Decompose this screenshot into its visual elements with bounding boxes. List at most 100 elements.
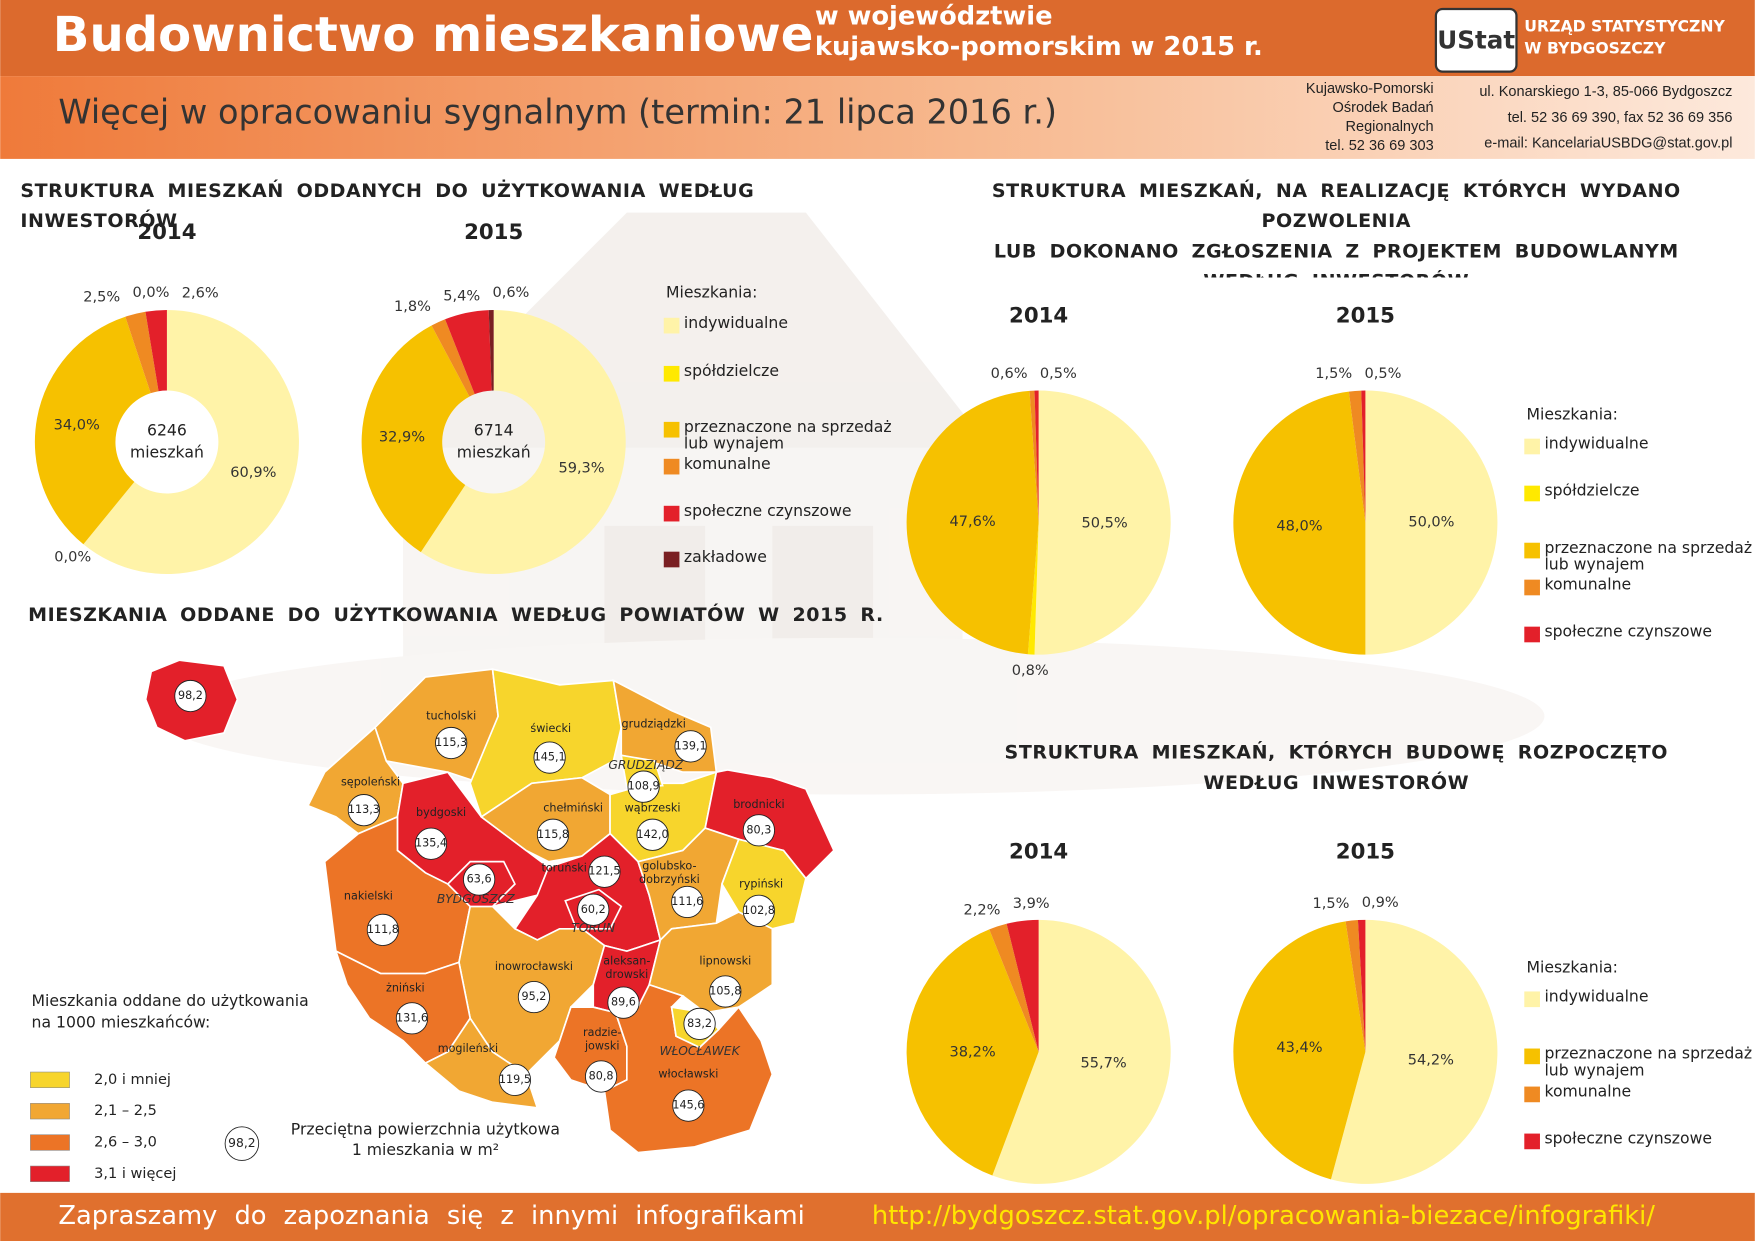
value-circle bbox=[414, 827, 448, 860]
legend-label: indywidualne bbox=[1544, 436, 1649, 454]
pie-slice bbox=[83, 309, 299, 575]
value-circle bbox=[435, 726, 468, 760]
legend-label: spółdzielcze bbox=[1544, 483, 1640, 501]
region-name: golubsko- dobrzyński bbox=[639, 860, 700, 887]
pie-slice bbox=[488, 309, 494, 391]
center-total: 6714 bbox=[474, 420, 514, 439]
slice-label: 0,0% bbox=[54, 549, 91, 565]
legend-label-box: przeznaczone na sprzedaż lub wynajem bbox=[684, 420, 892, 453]
legend-swatch bbox=[663, 551, 680, 568]
region-value: 121,5 bbox=[588, 865, 620, 878]
city-name: TORUŃ bbox=[571, 922, 616, 936]
region-name-box: chełmiński bbox=[543, 802, 603, 814]
region-name-box: aleksan- drowski bbox=[603, 956, 650, 982]
map-region bbox=[721, 838, 807, 930]
region-name-box: tucholski bbox=[426, 711, 476, 723]
region-value: 145,1 bbox=[534, 751, 566, 764]
logo-text: UStat bbox=[1437, 25, 1515, 54]
region-value: 142,0 bbox=[637, 828, 669, 841]
city-name-box: GRUDZIĄDZ bbox=[608, 759, 683, 772]
pie-slice bbox=[1034, 390, 1039, 523]
pie-slice bbox=[906, 929, 1039, 1176]
region-name: rypiński bbox=[739, 878, 784, 891]
region-value: 80,8 bbox=[589, 1070, 614, 1083]
slice-label: 50,5% bbox=[1082, 516, 1128, 532]
value-circle bbox=[577, 893, 610, 926]
year-label: 2015 bbox=[1336, 304, 1395, 329]
legend-label-box: przeznaczone na sprzedaż lub wynajem bbox=[1544, 1046, 1752, 1079]
region-value: 131,6 bbox=[396, 1011, 428, 1024]
legend-title: Mieszkania: bbox=[1527, 957, 1618, 976]
legend-swatch bbox=[1524, 1133, 1540, 1150]
region-name: bydgoski bbox=[415, 806, 467, 820]
region-value: 102,8 bbox=[743, 904, 775, 917]
region-value: 83,2 bbox=[687, 1017, 712, 1030]
legend-swatch bbox=[1524, 1086, 1540, 1103]
legend-swatch bbox=[1524, 626, 1540, 643]
region-name-box: radzie- jowski bbox=[583, 1027, 621, 1053]
slice-label: 47,6% bbox=[950, 514, 996, 530]
region-name-box: nakielski bbox=[344, 891, 393, 903]
legend-label-box: komunalne bbox=[1544, 1084, 1631, 1100]
legend-label: spółdzielcze bbox=[683, 363, 780, 381]
region-name: grudziądzki bbox=[621, 718, 686, 731]
pie-slice bbox=[1361, 390, 1366, 523]
office-name: URZĄD STATYSTYCZNY W BYDGOSZCZY bbox=[1524, 17, 1725, 59]
pie-slice bbox=[1365, 390, 1498, 655]
legend-swatch bbox=[1524, 579, 1540, 596]
address-info: ul. Konarskiego 1-3, 85-066 Bydgoszcz te… bbox=[1479, 82, 1733, 152]
section-title-box: STRUKTURA MIESZKAŃ ODDANYCH DO UŻYTKOWAN… bbox=[20, 180, 753, 233]
pie-slice bbox=[1233, 921, 1366, 1180]
pie-slice bbox=[1345, 920, 1366, 1052]
region-name-box: toruński bbox=[541, 863, 586, 875]
legend-swatch bbox=[1524, 438, 1540, 455]
legend-label-box: spółdzielcze bbox=[683, 363, 780, 381]
slice-label: 54,2% bbox=[1408, 1053, 1454, 1069]
region-name: inowrocławski bbox=[494, 961, 574, 974]
slice-label: 48,0% bbox=[1276, 519, 1322, 535]
map-legend-swatch bbox=[30, 1103, 70, 1120]
slice-label: 0,5% bbox=[1365, 366, 1402, 382]
value-circle bbox=[672, 1089, 705, 1122]
slice-label: 38,2% bbox=[950, 1045, 996, 1061]
slice-label: 59,3% bbox=[558, 460, 604, 476]
slice-label: 55,7% bbox=[1081, 1056, 1127, 1072]
footer-link[interactable]: http://bydgoszcz.stat.gov.pl/opracowania… bbox=[872, 1201, 1655, 1231]
value-circle bbox=[636, 818, 669, 851]
map-legend-title: Mieszkania oddane do użytkowania na 1000… bbox=[31, 992, 309, 1032]
region-name-box: żniński bbox=[386, 983, 425, 995]
value-circle bbox=[536, 818, 570, 851]
pie-slice bbox=[1034, 390, 1171, 655]
region-name-box: brodnicki bbox=[733, 799, 784, 811]
region-name-box: inowrocławski bbox=[494, 961, 574, 974]
slice-label: 34,0% bbox=[54, 417, 100, 433]
legend-swatch bbox=[1524, 991, 1540, 1008]
region-value: 135,4 bbox=[415, 837, 447, 850]
branch-info: Kujawsko-Pomorski Ośrodek Badań Regional… bbox=[1305, 79, 1434, 154]
legend-label: zakładowe bbox=[683, 549, 767, 567]
legend-label: społeczne czynszowe bbox=[1544, 624, 1713, 642]
pie-slice bbox=[1027, 522, 1039, 655]
value-circle bbox=[584, 1060, 618, 1093]
slice-label: 0,9% bbox=[1362, 895, 1399, 911]
legend-label-box: komunalne bbox=[1544, 577, 1631, 593]
value-circle bbox=[395, 1002, 429, 1035]
map-legend-title-box: Mieszkania oddane do użytkowania na 1000… bbox=[31, 992, 309, 1032]
slice-label: 0,5% bbox=[1040, 366, 1077, 382]
value-circle bbox=[742, 894, 775, 928]
legend-label: indywidualne bbox=[683, 315, 788, 333]
region-value: 60,2 bbox=[581, 903, 606, 916]
pie-slice bbox=[906, 390, 1039, 655]
region-name: włocławski bbox=[658, 1068, 719, 1081]
slice-label: 1,8% bbox=[394, 299, 431, 315]
region-name-box: sępoleński bbox=[341, 777, 400, 789]
map-legend-swatch bbox=[30, 1134, 70, 1151]
legend-swatch bbox=[663, 458, 680, 475]
center-label: mieszkań bbox=[130, 443, 204, 462]
region-name-box: mogileński bbox=[438, 1043, 498, 1055]
pie-slice bbox=[125, 311, 159, 394]
info-band bbox=[0, 76, 1755, 159]
region-name-box: rypiński bbox=[739, 878, 784, 891]
slice-label: 60,9% bbox=[230, 465, 276, 481]
